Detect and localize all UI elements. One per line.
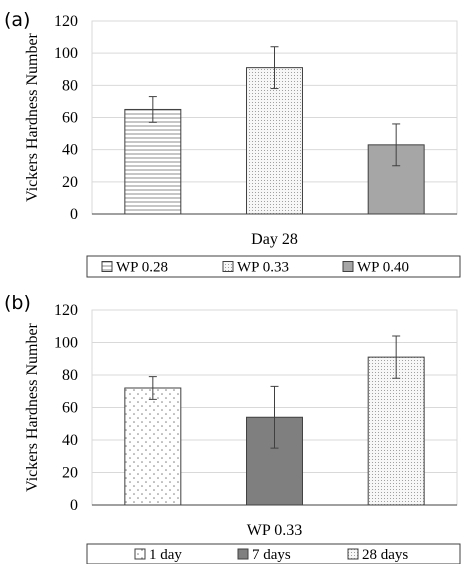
y-tick-label: 80 xyxy=(62,77,78,94)
y-tick-label: 0 xyxy=(70,206,78,223)
legend-swatch xyxy=(347,548,359,560)
x-axis-title: WP 0.33 xyxy=(247,522,302,539)
error-bar xyxy=(270,46,279,90)
panel-label: (b) xyxy=(4,292,31,314)
y-tick-label: 120 xyxy=(54,13,78,30)
error-bar xyxy=(270,385,279,449)
legend-label: 1 day xyxy=(149,547,182,563)
error-bar xyxy=(148,376,157,400)
legend-box xyxy=(86,543,461,564)
y-tick-label: 60 xyxy=(62,110,78,127)
y-tick-label: 80 xyxy=(62,367,78,384)
y-tick-label: 60 xyxy=(62,400,78,417)
y-tick-label: 100 xyxy=(54,45,78,62)
legend: WP 0.28 WP 0.33 WP 0.40 xyxy=(86,255,461,278)
y-tick-label: 40 xyxy=(62,142,78,159)
error-bar xyxy=(392,335,401,379)
bar-wp-0-33 xyxy=(246,67,303,215)
legend-label: WP 0.33 xyxy=(237,260,289,276)
chart-panel-a: (a) 0 20 40 60 80 100 120 Vickers Hardness Numbe… xyxy=(4,9,461,278)
legend-swatch xyxy=(237,548,249,560)
y-tick-label: 120 xyxy=(54,302,78,319)
y-tick-label: 20 xyxy=(62,174,78,191)
legend-label: 28 days xyxy=(362,547,408,563)
x-axis-title: Day 28 xyxy=(251,231,298,248)
error-bar xyxy=(148,96,157,123)
y-axis-title: Vickers Hardness Number xyxy=(24,322,41,491)
legend-swatch xyxy=(134,548,146,560)
legend-swatch xyxy=(342,261,354,272)
legend-label: WP 0.28 xyxy=(116,260,168,276)
y-tick-label: 0 xyxy=(70,497,78,514)
legend: 1 day 7 days 28 days xyxy=(86,543,461,564)
legend-label: 7 days xyxy=(252,547,291,563)
bar-1-day xyxy=(124,387,182,506)
legend-swatch xyxy=(222,261,234,272)
chart-panel-b: (b) 0 20 40 60 80 100 120 Vickers Hardness Numbe… xyxy=(4,292,461,564)
y-axis-title: Vickers Hardness Number xyxy=(24,32,41,201)
y-tick-label: 40 xyxy=(62,432,78,449)
y-tick-label: 100 xyxy=(54,335,78,352)
legend-box xyxy=(86,255,461,278)
legend-label: WP 0.40 xyxy=(357,260,409,276)
panel-label: (a) xyxy=(4,9,30,31)
bar-wp-0-28 xyxy=(124,108,182,215)
y-tick-label: 20 xyxy=(62,465,78,482)
legend-swatch xyxy=(101,261,113,272)
bar-28-days xyxy=(367,356,425,506)
error-bar xyxy=(392,123,401,167)
